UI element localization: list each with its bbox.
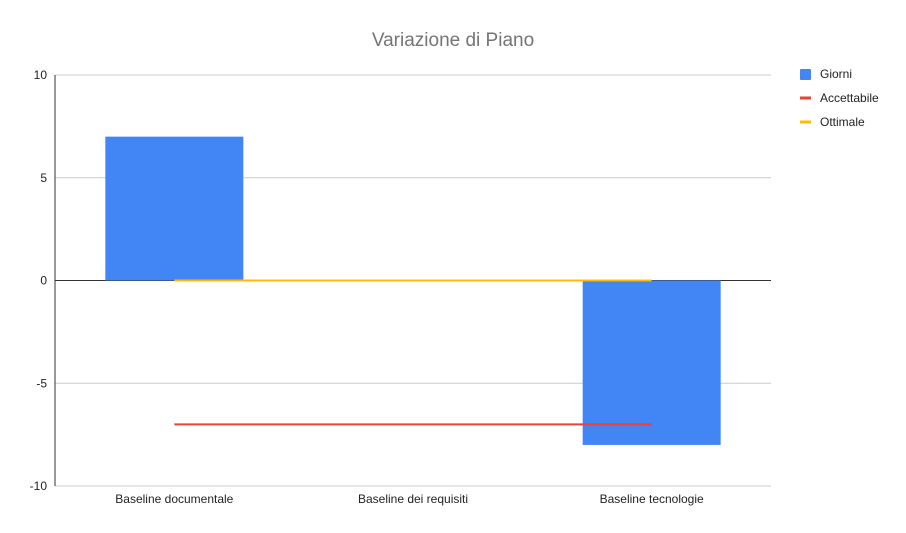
line-series (174, 279, 652, 426)
legend-label: Giorni (820, 67, 852, 81)
legend: Giorni Accettabile Ottimale (800, 67, 879, 129)
y-axis-ticks: 10 5 0 -5 -10 (30, 68, 48, 493)
x-category-label: Baseline dei requisiti (358, 492, 468, 506)
y-tick-label: 10 (34, 68, 48, 82)
y-tick-label: 0 (40, 274, 47, 288)
bar-giorni (105, 136, 244, 281)
y-tick-label: -5 (36, 376, 47, 390)
legend-swatch-ottimale (800, 120, 811, 124)
x-axis-categories: Baseline documentale Baseline dei requisi… (115, 492, 704, 506)
bar-series (105, 136, 721, 445)
legend-swatch-giorni (800, 69, 811, 80)
chart-title: Variazione di Piano (372, 30, 534, 51)
y-tick-label: 5 (40, 171, 47, 185)
legend-swatch-accettabile (800, 96, 811, 100)
x-category-label: Baseline tecnologie (600, 492, 704, 506)
y-tick-label: -10 (30, 479, 48, 493)
bar-giorni (582, 280, 721, 445)
legend-label: Ottimale (820, 115, 865, 129)
legend-label: Accettabile (820, 91, 879, 105)
x-category-label: Baseline documentale (115, 492, 233, 506)
